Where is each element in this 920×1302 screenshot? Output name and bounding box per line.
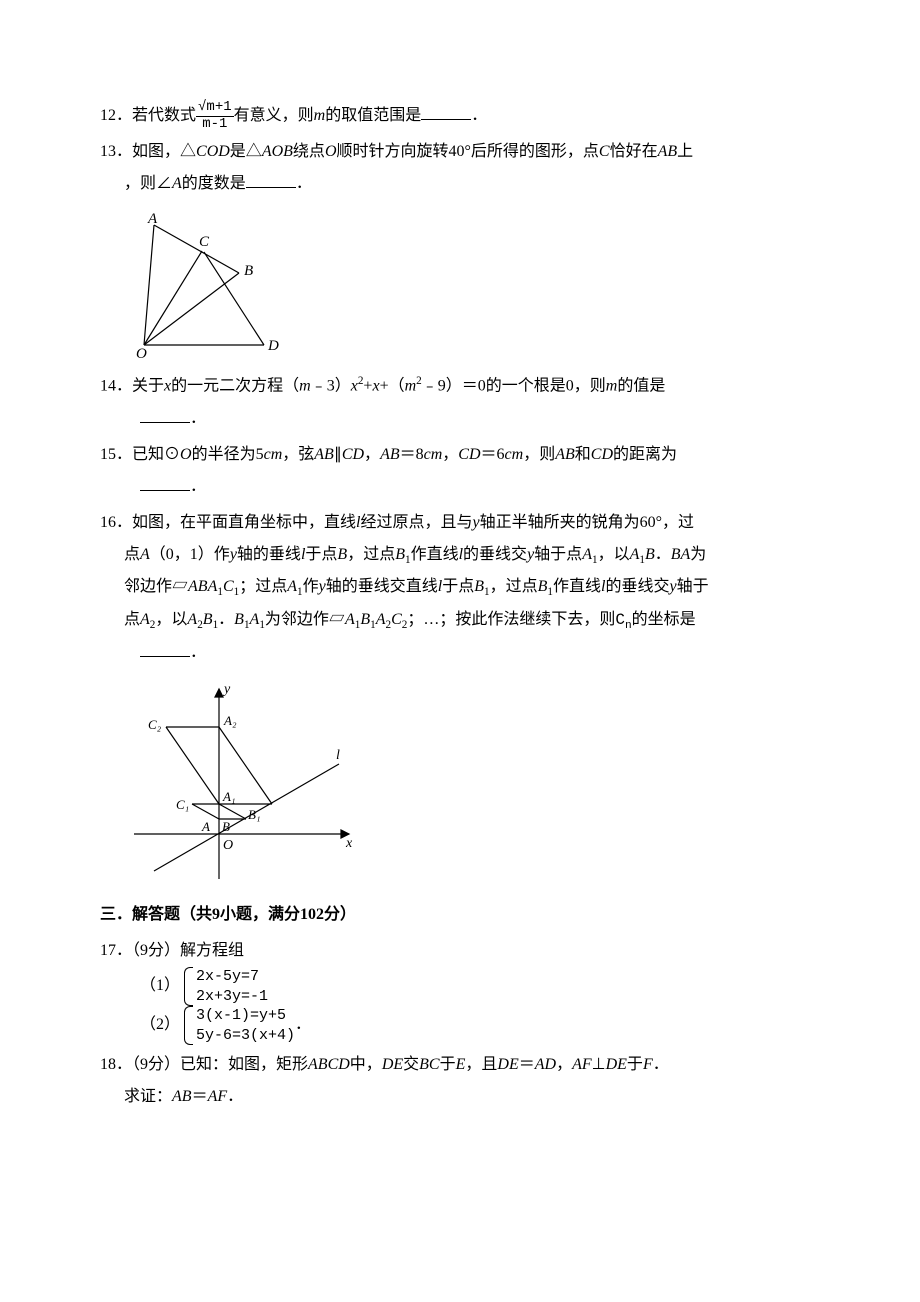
- q16-line4: 点A2，以A2B1．B1A1为邻边作▱A1B1A2C2；…；按此作法继续下去，则…: [100, 604, 820, 638]
- question-15: 15．已知⊙O的半径为5cm，弦AB∥CD，AB＝8cm，CD＝6cm，则AB和…: [100, 439, 820, 503]
- q16-line3: 邻边作▱ABA1C1；过点A1作y轴的垂线交直线l于点B1，过点B1作直线l的垂…: [100, 571, 820, 604]
- svg-text:B₁: B₁: [248, 807, 260, 822]
- q17-part2: （2） 3(x-1)=y+5 5y-6=3(x+4) ．: [100, 1006, 820, 1045]
- svg-text:O: O: [223, 838, 233, 853]
- svg-text:D: D: [267, 338, 279, 354]
- q13-line2: ，则∠A的度数是．: [100, 168, 820, 200]
- q16-diagram: y x l O A B A₁ B₁ A₂ C₁ C₂: [124, 679, 364, 889]
- svg-text:A₂: A₂: [223, 713, 237, 728]
- q16-blank: [140, 640, 190, 658]
- q15-blank: [140, 473, 190, 491]
- q12-blank: [421, 102, 471, 120]
- svg-text:C: C: [199, 234, 210, 250]
- q17-system2: 3(x-1)=y+5 5y-6=3(x+4): [184, 1006, 295, 1045]
- question-18: 18．（9分）已知：如图，矩形ABCD中，DE交BC于E，且DE＝AD，AF⊥D…: [100, 1049, 820, 1113]
- question-12: 12．若代数式√m+1m-1有意义，则m的取值范围是．: [100, 100, 820, 132]
- question-13: 13．如图，△COD是△AOB绕点O顺时针方向旋转40°后所得的图形，点C恰好在…: [100, 136, 820, 200]
- svg-text:B: B: [222, 819, 230, 834]
- q13-blank: [246, 171, 296, 189]
- q13-diagram: A B C D O: [124, 210, 284, 360]
- question-14: 14．关于x的一元二次方程（m﹣3）x2+x+（m2﹣9）＝0的一个根是0，则m…: [100, 370, 820, 434]
- section-3-title: 三．解答题（共9小题，满分102分）: [100, 899, 820, 931]
- svg-text:O: O: [136, 346, 147, 360]
- svg-text:B: B: [244, 263, 253, 279]
- svg-text:x: x: [345, 836, 353, 851]
- q14-blank: [140, 405, 190, 423]
- svg-text:A: A: [147, 211, 158, 227]
- q16-figure: y x l O A B A₁ B₁ A₂ C₁ C₂: [100, 679, 820, 889]
- svg-text:l: l: [336, 748, 340, 763]
- q16-line2: 点A（0，1）作y轴的垂线l于点B，过点B1作直线l的垂线交y轴于点A1，以A1…: [100, 539, 820, 572]
- svg-text:A: A: [201, 819, 210, 834]
- q12-prefix: 12．若代数式: [100, 107, 196, 124]
- svg-text:C₁: C₁: [176, 797, 189, 812]
- q18-line2: 求证：AB＝AF．: [100, 1081, 820, 1113]
- q12-suffix: 有意义，则: [234, 107, 314, 124]
- question-16: 16．如图，在平面直角坐标中，直线l经过原点，且与y轴正半轴所夹的锐角为60°，…: [100, 507, 820, 670]
- svg-text:C₂: C₂: [148, 717, 162, 732]
- q17-part1: （1） 2x-5y=7 2x+3y=-1: [100, 967, 820, 1006]
- svg-text:A₁: A₁: [222, 789, 235, 804]
- q13-figure: A B C D O: [100, 210, 820, 360]
- q12-fraction: √m+1m-1: [196, 100, 234, 132]
- svg-text:y: y: [222, 682, 231, 697]
- q17-system1: 2x-5y=7 2x+3y=-1: [184, 967, 268, 1006]
- question-17: 17．（9分）解方程组 （1） 2x-5y=7 2x+3y=-1 （2） 3(x…: [100, 935, 820, 1045]
